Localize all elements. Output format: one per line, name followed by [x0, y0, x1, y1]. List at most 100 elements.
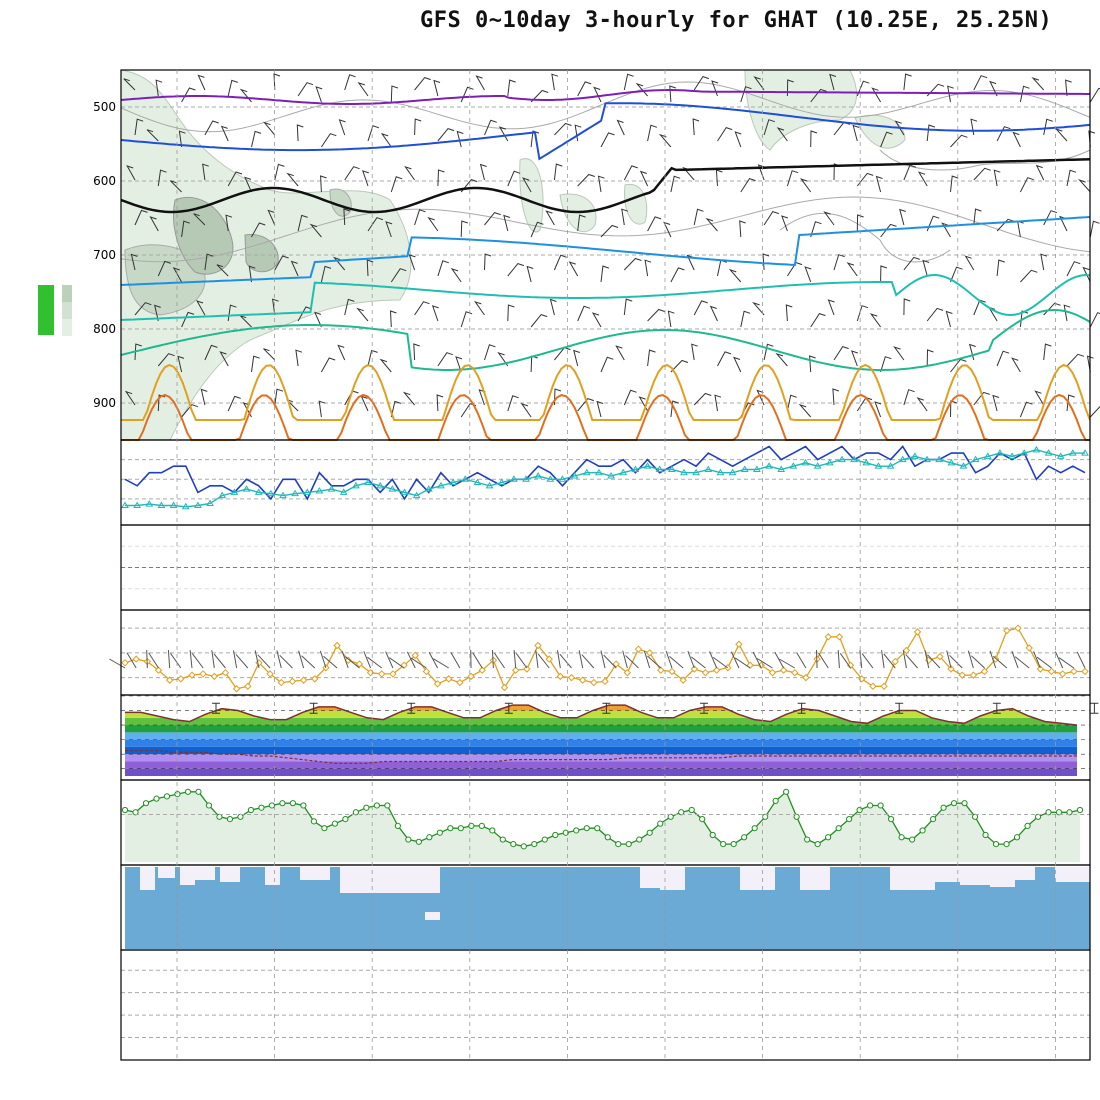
- ua-wind-barb: [856, 214, 864, 232]
- wind-barb: [971, 655, 985, 669]
- rh-marker: [520, 843, 527, 850]
- thickness-marker: [485, 481, 494, 489]
- temp-band-10: [121, 696, 1086, 703]
- ua-wind-barb: [717, 259, 727, 277]
- rh-marker: [1003, 840, 1010, 848]
- ua-wind-barb: [740, 310, 751, 328]
- ua-wind-barb: [1031, 77, 1045, 91]
- ua-wind-barb: [390, 85, 399, 103]
- ua-wind-barb: [786, 79, 794, 97]
- ua-wind-barb: [530, 221, 544, 238]
- temp-band-6: [125, 725, 1077, 733]
- thickness-marker: [631, 465, 640, 472]
- thickness-marker: [825, 458, 834, 466]
- ua-wind-barb: [926, 83, 945, 97]
- ua-wind-barb: [623, 165, 638, 181]
- ua-wind-barb: [992, 394, 1000, 412]
- ua-wind-barb: [530, 355, 538, 373]
- wind-speed-marker: [266, 670, 274, 678]
- ua-wind-barb: [623, 298, 633, 316]
- wind-speed-marker: [980, 667, 989, 676]
- thickness-marker: [497, 478, 506, 486]
- ua-wind-barb: [856, 172, 874, 187]
- wind-speed-marker: [634, 645, 643, 653]
- thickness-marker: [534, 472, 543, 479]
- ua-wind-barb: [157, 169, 167, 187]
- rh-marker: [688, 806, 695, 814]
- wind-barb: [450, 652, 461, 669]
- temp-band-7: [125, 717, 1077, 726]
- ua-wind-barb: [414, 209, 426, 226]
- ua-wind-barb: [894, 120, 905, 136]
- ua-wind-barb: [916, 397, 928, 412]
- ua-wind-barb: [219, 351, 229, 367]
- wind-speed-marker: [277, 678, 285, 687]
- ua-wind-barb: [1082, 266, 1091, 283]
- ua-wind-barb: [1019, 85, 1030, 103]
- wind-barb: [406, 651, 416, 669]
- ua-wind-barb: [1065, 79, 1072, 97]
- ua-wind-barb: [776, 127, 788, 142]
- ua-wind-barb: [880, 223, 897, 238]
- ua-wind-barb: [367, 125, 380, 142]
- ua-wind-barb: [433, 79, 441, 97]
- wind-barb: [323, 655, 338, 669]
- wind-speed-marker: [556, 672, 565, 681]
- ua-wind-barb: [1089, 87, 1100, 103]
- ua-wind-barb: [833, 346, 849, 361]
- temp-max-errorbar: [504, 702, 513, 714]
- ua-wind-barb: [647, 216, 662, 232]
- temp-max-errorbar: [407, 702, 416, 714]
- thickness-marker: [169, 501, 178, 508]
- ua-wind-barb: [733, 356, 742, 373]
- ua-wind-barb: [290, 260, 299, 277]
- rh-marker: [342, 815, 349, 823]
- wind-speed-marker: [333, 641, 341, 650]
- ua-wind-barb: [1054, 128, 1068, 142]
- ua-wind-barb: [903, 256, 920, 271]
- cloud-gap-12: [890, 867, 935, 890]
- thickness-marker: [522, 475, 530, 482]
- rh-marker: [174, 790, 181, 798]
- ua-wind-barb: [786, 170, 799, 187]
- ua-wind-barb: [1040, 253, 1048, 271]
- wind-barb: [967, 650, 974, 669]
- wind-speed-marker: [657, 666, 665, 674]
- wind-barb: [1036, 656, 1052, 669]
- thickness-marker: [595, 468, 603, 476]
- ua-wind-barb: [545, 210, 555, 226]
- thickness-marker: [801, 458, 810, 466]
- ua-wind-barb: [554, 122, 572, 136]
- ua-wind-barb: [833, 254, 845, 271]
- ua-wind-barb: [715, 169, 723, 187]
- wind-barb: [712, 656, 729, 669]
- thickness-marker: [740, 465, 749, 472]
- ua-wind-barb: [367, 349, 378, 367]
- wind-barb: [946, 650, 952, 669]
- ua-wind-barb: [996, 259, 1005, 277]
- wind-barb: [600, 650, 606, 669]
- ua-wind-barb: [763, 343, 774, 361]
- cloud-gap-2: [180, 867, 195, 885]
- temp-max-errorbar: [212, 702, 220, 714]
- ua-wind-barb: [297, 82, 314, 97]
- ua-wind-barb: [1043, 343, 1052, 361]
- cloud-gap-13: [935, 867, 960, 882]
- thickness-marker: [850, 455, 858, 463]
- thickness-marker: [303, 488, 312, 495]
- cloud-gap-6: [300, 867, 330, 880]
- wind-speed-marker: [121, 659, 129, 667]
- ua-wind-barb: [332, 256, 346, 271]
- wind-barb: [861, 653, 874, 669]
- ua-wind-barb: [126, 165, 136, 181]
- thickness-marker: [1056, 452, 1065, 459]
- ua-wind-barb: [693, 392, 712, 406]
- wind-speed-marker: [1036, 665, 1045, 673]
- ua-wind-barb: [507, 304, 515, 322]
- ua-wind-barb: [344, 298, 355, 316]
- wind-barb: [730, 651, 740, 669]
- ua-wind-barb: [644, 259, 652, 277]
- ua-wind-barb: [829, 73, 837, 91]
- ua-wind-barb: [846, 262, 858, 277]
- ua-wind-barb: [437, 352, 453, 367]
